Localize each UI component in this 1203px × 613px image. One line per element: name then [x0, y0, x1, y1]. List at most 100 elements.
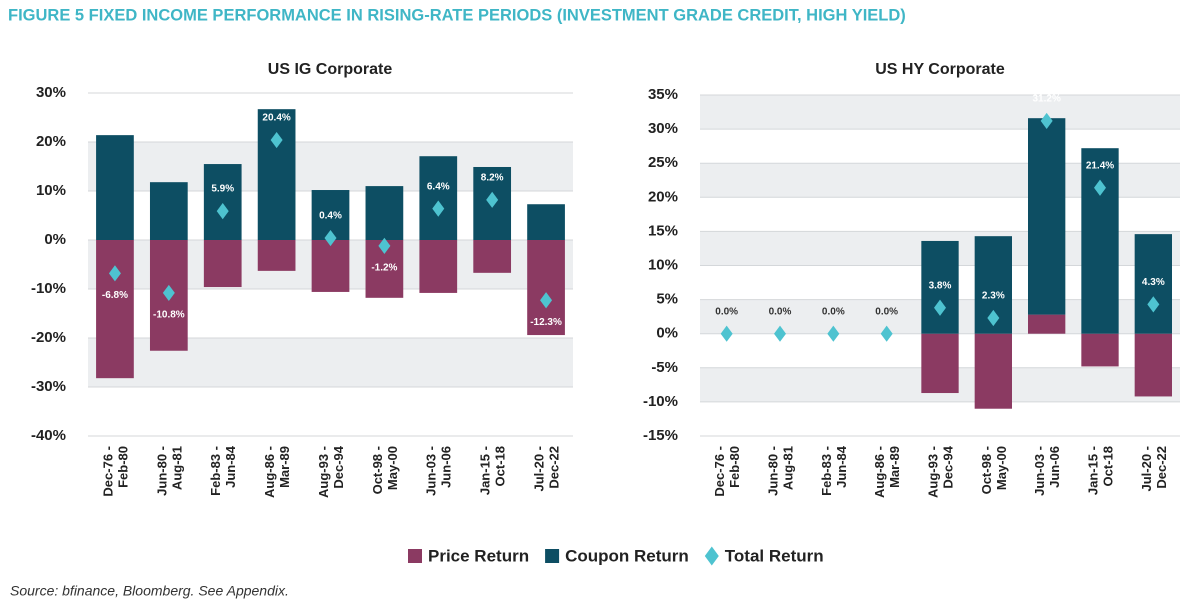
total-marker [774, 325, 786, 342]
bar [974, 333, 1012, 409]
x-tick-label: Jan-15 - [1085, 446, 1100, 495]
bar [96, 240, 134, 379]
data-label: 0.0% [822, 306, 845, 317]
total-marker [270, 131, 283, 149]
total-marker [1094, 179, 1106, 196]
bar [527, 204, 565, 240]
bar [203, 240, 242, 288]
data-label: 4.3% [1142, 277, 1165, 288]
x-tick-label: Aug-86 - [872, 446, 887, 498]
y-tick-label: 20% [36, 133, 66, 150]
bar [149, 182, 188, 240]
legend-swatch [704, 546, 719, 566]
bar [1081, 148, 1119, 334]
data-label: 0.4% [319, 211, 342, 222]
total-marker [1040, 112, 1053, 130]
x-tick-label: Aug-86 - [262, 446, 277, 498]
total-marker [720, 325, 733, 342]
x-tick-label: Feb-83 - [819, 446, 834, 496]
bar [921, 240, 959, 334]
bar [1028, 118, 1066, 315]
data-label: 6.4% [427, 181, 450, 192]
legend-label: Price Return [428, 546, 529, 565]
bar [473, 240, 512, 273]
legend-label: Total Return [725, 546, 824, 565]
x-tick-label: Dec-22 [546, 446, 561, 489]
data-label: 31.2% [1032, 94, 1060, 105]
data-label: -6.8% [102, 290, 128, 301]
bar [419, 240, 458, 293]
x-tick-label: May-00 [385, 446, 400, 490]
x-tick-label: Dec-94 [940, 445, 955, 488]
y-tick-label: -15% [643, 427, 678, 444]
bar [1134, 234, 1172, 334]
x-tick-label: May-00 [994, 446, 1009, 490]
y-tick-label: 35% [648, 86, 678, 103]
x-tick-label: Dec-22 [1154, 446, 1169, 489]
legend-swatch [408, 549, 422, 563]
x-tick-label: Dec-94 [331, 445, 346, 488]
y-tick-label: 15% [648, 222, 678, 239]
y-tick-label: -40% [31, 427, 66, 444]
x-tick-label: Oct-18 [1100, 446, 1115, 486]
total-marker [486, 191, 499, 208]
x-tick-label: Feb-80 [727, 446, 742, 488]
x-tick-label: Jun-03 - [424, 446, 439, 496]
x-tick-label: Aug-93 - [925, 446, 940, 498]
bar [96, 135, 134, 240]
total-marker [108, 265, 121, 282]
bar [527, 240, 565, 336]
bar [257, 109, 296, 240]
x-tick-label: Jun-03 - [1032, 446, 1047, 496]
y-tick-label: -30% [31, 378, 66, 395]
x-tick-label: Jun-06 [439, 446, 454, 488]
x-tick-label: Aug-93 - [316, 446, 331, 498]
total-marker [540, 292, 553, 309]
legend-label: Coupon Return [565, 546, 689, 565]
bar [419, 156, 458, 240]
data-label: 0.0% [715, 306, 738, 317]
total-marker [934, 299, 946, 316]
x-tick-label: Oct-18 [493, 446, 508, 486]
chart-title: US HY Corporate [875, 61, 1005, 78]
y-tick-label: 30% [36, 84, 66, 101]
figure-title: FIGURE 5 FIXED INCOME PERFORMANCE IN RIS… [8, 6, 906, 24]
x-tick-label: Dec-76 - [100, 446, 115, 497]
y-tick-label: 0% [656, 325, 678, 342]
y-tick-label: -20% [31, 329, 66, 346]
data-label: 21.4% [1086, 160, 1114, 171]
data-label: 0.0% [769, 306, 792, 317]
chart-title: US IG Corporate [268, 61, 393, 78]
x-tick-label: Jul-20 - [1139, 446, 1154, 492]
total-marker [162, 284, 175, 302]
x-tick-label: Aug-81 [780, 446, 795, 490]
bar [365, 186, 404, 240]
x-tick-label: Mar-89 [277, 446, 292, 488]
bar [1028, 314, 1066, 334]
y-tick-label: -10% [643, 393, 678, 410]
x-tick-label: Jun-80 - [154, 446, 169, 496]
grid-band [700, 95, 1180, 130]
data-label: -10.8% [153, 310, 185, 321]
data-label: 2.3% [982, 291, 1005, 302]
x-tick-label: Jan-15 - [478, 446, 493, 495]
x-tick-label: Jun-84 [223, 445, 238, 488]
y-tick-label: 10% [36, 182, 66, 199]
source: Source: bfinance, Bloomberg. See Appendi… [10, 583, 289, 599]
legend-swatch [545, 549, 560, 563]
bar [203, 164, 242, 240]
x-tick-label: Feb-83 - [208, 446, 223, 496]
x-tick-label: Jun-84 [834, 445, 849, 488]
bar [311, 240, 350, 292]
y-tick-label: -5% [651, 359, 678, 376]
x-tick-label: Mar-89 [887, 446, 902, 488]
x-tick-label: Aug-81 [169, 446, 184, 490]
y-tick-label: 10% [648, 256, 678, 273]
data-label: 20.4% [262, 113, 290, 124]
x-tick-label: Jul-20 - [531, 446, 546, 492]
y-tick-label: 25% [648, 154, 678, 171]
total-marker [432, 200, 445, 217]
data-label: -1.2% [371, 263, 397, 274]
data-label: 5.9% [211, 184, 234, 195]
